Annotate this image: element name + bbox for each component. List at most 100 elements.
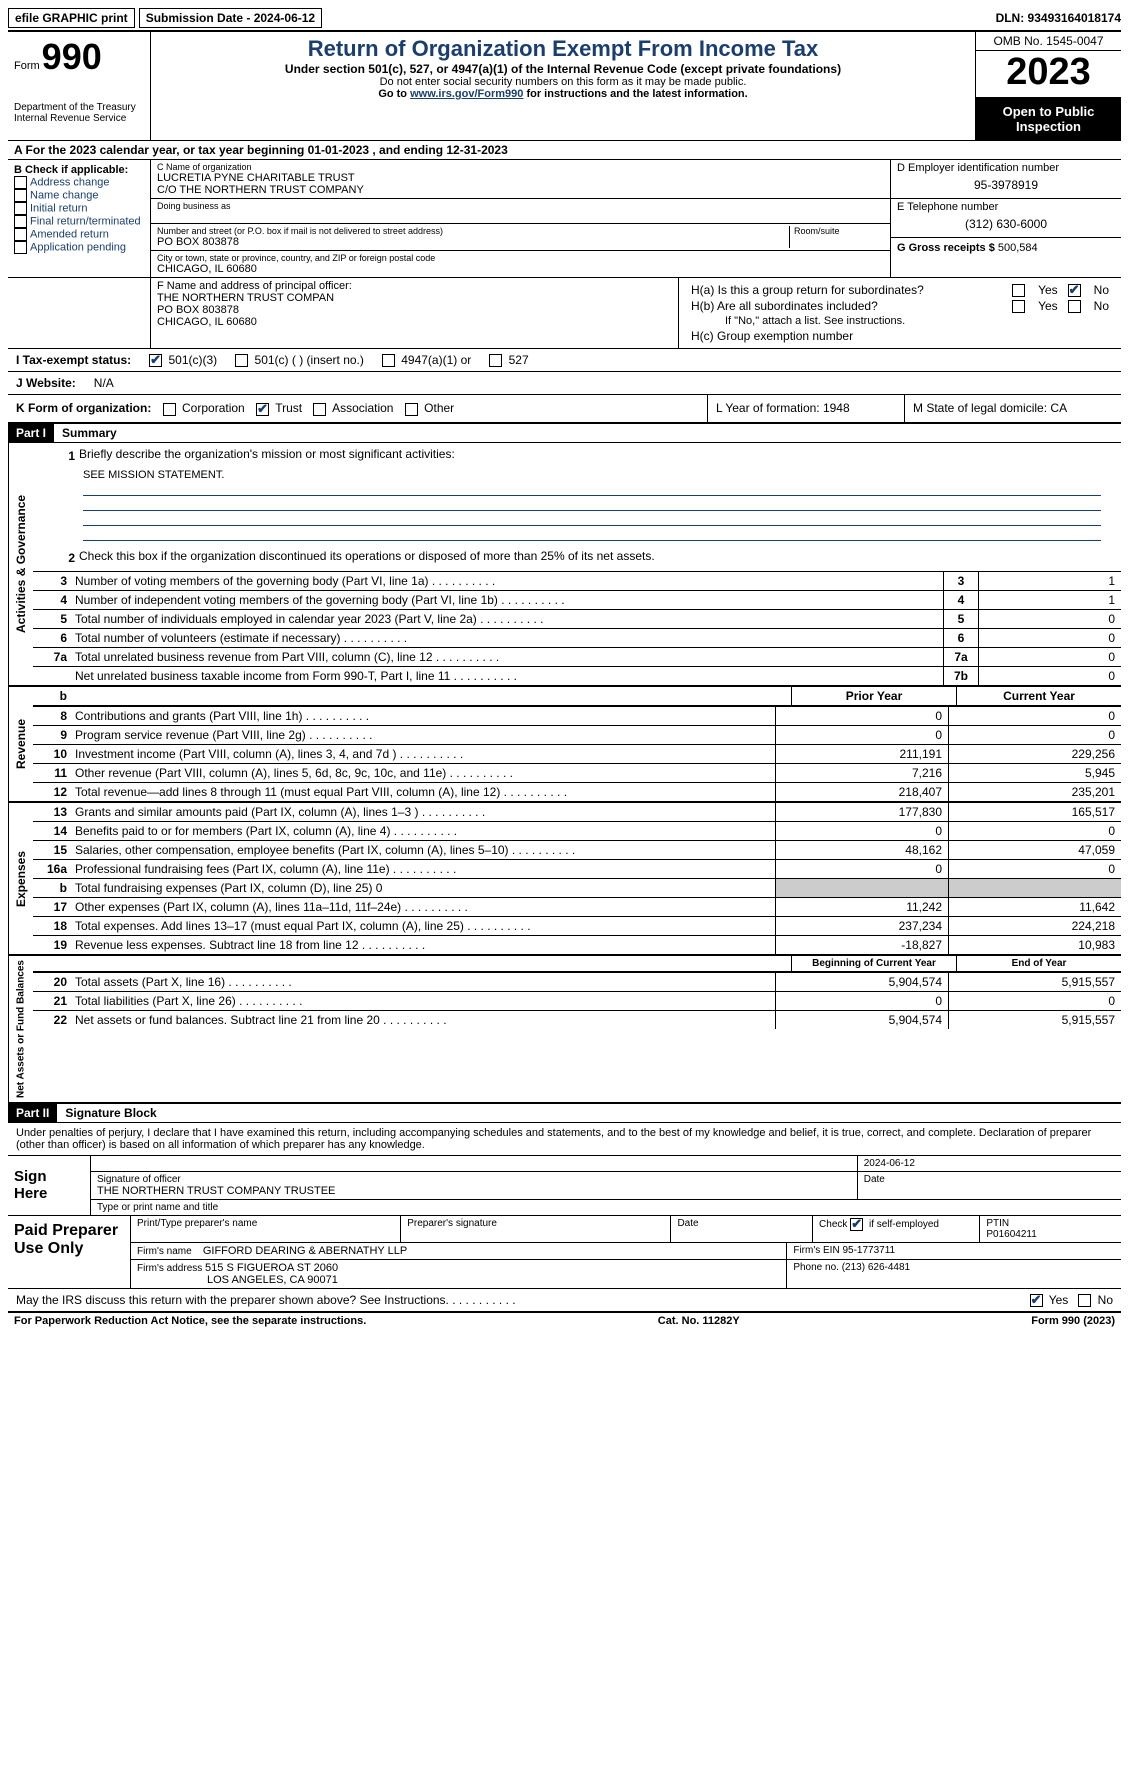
te-label: I Tax-exempt status: — [16, 353, 131, 367]
chk-amended[interactable] — [14, 228, 27, 241]
sig-date-label: Date — [857, 1172, 1121, 1199]
website-value: N/A — [94, 376, 114, 390]
submission-box: Submission Date - 2024-06-12 — [139, 8, 322, 28]
sig-declaration: Under penalties of perjury, I declare th… — [8, 1123, 1121, 1155]
chk-initial[interactable] — [14, 202, 27, 215]
city-label: City or town, state or province, country… — [157, 253, 884, 263]
irs-link[interactable]: www.irs.gov/Form990 — [410, 88, 523, 100]
prep-name-label: Print/Type preparer's name — [130, 1216, 400, 1242]
gov-row: Net unrelated business taxable income fr… — [33, 666, 1121, 685]
chk-other[interactable] — [405, 403, 418, 416]
paid-preparer-block: Paid Preparer Use Only Print/Type prepar… — [8, 1216, 1121, 1289]
form-word: Form — [14, 60, 40, 72]
check-pre: Check — [819, 1219, 847, 1230]
ein-label: D Employer identification number — [897, 162, 1115, 174]
footer: For Paperwork Reduction Act Notice, see … — [8, 1313, 1121, 1329]
hc-label: H(c) Group exemption number — [691, 329, 853, 343]
lbl-pending: Application pending — [30, 241, 126, 253]
l2-text: Check this box if the organization disco… — [79, 549, 655, 567]
rev-block: Revenue b Prior Year Current Year 8 Cont… — [8, 687, 1121, 803]
website-row: J Website: N/A — [8, 372, 1121, 395]
chk-corp[interactable] — [163, 403, 176, 416]
chk-527[interactable] — [489, 354, 502, 367]
officer-city: CHICAGO, IL 60680 — [157, 316, 672, 328]
chk-hb-yes[interactable] — [1012, 300, 1025, 313]
ha-yes: Yes — [1038, 283, 1058, 297]
gov-row: 6 Total number of volunteers (estimate i… — [33, 628, 1121, 647]
chk-discuss-no[interactable] — [1078, 1294, 1091, 1307]
part2-badge: Part II — [8, 1104, 57, 1122]
gov-row: 4 Number of independent voting members o… — [33, 590, 1121, 609]
chk-4947[interactable] — [382, 354, 395, 367]
officer-sig-label: Signature of officer — [97, 1174, 851, 1185]
exp-row: 14 Benefits paid to or for members (Part… — [33, 821, 1121, 840]
chk-final[interactable] — [14, 215, 27, 228]
net-end-hdr: End of Year — [956, 956, 1121, 971]
chk-discuss-yes[interactable] — [1030, 1294, 1043, 1307]
prep-sig-label: Preparer's signature — [400, 1216, 670, 1242]
part1-header: Part I Summary — [8, 424, 1121, 443]
gross-value: 500,584 — [998, 242, 1038, 254]
officer-sig-name: THE NORTHERN TRUST COMPANY TRUSTEE — [97, 1185, 851, 1197]
ein-value: 95-3978919 — [897, 174, 1115, 196]
te-527: 527 — [509, 353, 529, 367]
chk-assoc[interactable] — [313, 403, 326, 416]
k-label: K Form of organization: — [16, 401, 151, 415]
chk-self-employed[interactable] — [850, 1218, 863, 1231]
m-state: M State of legal domicile: CA — [904, 395, 1121, 421]
rev-row: 12 Total revenue—add lines 8 through 11 … — [33, 782, 1121, 801]
chk-501c[interactable] — [235, 354, 248, 367]
rev-b: b — [33, 687, 71, 705]
chk-name-change[interactable] — [14, 189, 27, 202]
addr-label: Number and street (or P.O. box if mail i… — [157, 226, 789, 236]
net-row: 22 Net assets or fund balances. Subtract… — [33, 1010, 1121, 1029]
org-name: LUCRETIA PYNE CHARITABLE TRUST — [157, 172, 884, 184]
lbl-name-change: Name change — [30, 189, 99, 201]
section-fh: F Name and address of principal officer:… — [8, 278, 1121, 349]
net-row: 21 Total liabilities (Part X, line 26) 0… — [33, 991, 1121, 1010]
rev-row: 11 Other revenue (Part VIII, column (A),… — [33, 763, 1121, 782]
chk-ha-yes[interactable] — [1012, 284, 1025, 297]
room-label: Room/suite — [794, 226, 884, 236]
part1-title: Summary — [54, 424, 125, 442]
mission-text-area: SEE MISSION STATEMENT. — [33, 469, 1121, 545]
ha-label: H(a) Is this a group return for subordin… — [691, 283, 924, 297]
officer-label: F Name and address of principal officer: — [157, 280, 672, 292]
footer-cat: Cat. No. 11282Y — [658, 1315, 740, 1327]
goto-pre: Go to — [378, 88, 410, 100]
curr-year-hdr: Current Year — [956, 687, 1121, 705]
c-name-label: C Name of organization — [157, 162, 884, 172]
discuss-q: May the IRS discuss this return with the… — [16, 1293, 516, 1307]
tax-exempt-row: I Tax-exempt status: 501(c)(3) 501(c) ( … — [8, 349, 1121, 372]
form-subtitle: Under section 501(c), 527, or 4947(a)(1)… — [159, 62, 967, 76]
lbl-initial: Initial return — [30, 202, 87, 214]
open-public: Open to Public Inspection — [976, 98, 1121, 140]
chk-ha-no[interactable] — [1068, 284, 1081, 297]
part2-header: Part II Signature Block — [8, 1104, 1121, 1123]
phone-label: E Telephone number — [897, 201, 1115, 213]
sig-date: 2024-06-12 — [857, 1156, 1121, 1171]
ein-label2: Firm's EIN — [793, 1245, 839, 1256]
ptin-value: P01604211 — [986, 1229, 1115, 1240]
gross-label: G Gross receipts $ — [897, 242, 995, 254]
omb-number: OMB No. 1545-0047 — [976, 32, 1121, 51]
tax-year: 2023 — [976, 51, 1121, 98]
rev-row: 8 Contributions and grants (Part VIII, l… — [33, 706, 1121, 725]
chk-address-change[interactable] — [14, 176, 27, 189]
k-other: Other — [424, 401, 454, 415]
dln: DLN: 93493164018174 — [996, 11, 1121, 25]
chk-hb-no[interactable] — [1068, 300, 1081, 313]
te-501c3: 501(c)(3) — [169, 353, 218, 367]
net-begin-hdr: Beginning of Current Year — [791, 956, 956, 971]
chk-trust[interactable] — [256, 403, 269, 416]
chk-501c3[interactable] — [149, 354, 162, 367]
gov-row: 5 Total number of individuals employed i… — [33, 609, 1121, 628]
discuss-row: May the IRS discuss this return with the… — [8, 1289, 1121, 1313]
chk-pending[interactable] — [14, 241, 27, 254]
te-501c: 501(c) ( ) (insert no.) — [255, 353, 364, 367]
gov-block: Activities & Governance 1 Briefly descri… — [8, 443, 1121, 687]
net-block: Net Assets or Fund Balances Beginning of… — [8, 956, 1121, 1104]
exp-row: b Total fundraising expenses (Part IX, c… — [33, 878, 1121, 897]
mission-text: SEE MISSION STATEMENT. — [83, 469, 1101, 481]
discuss-no: No — [1098, 1293, 1113, 1307]
